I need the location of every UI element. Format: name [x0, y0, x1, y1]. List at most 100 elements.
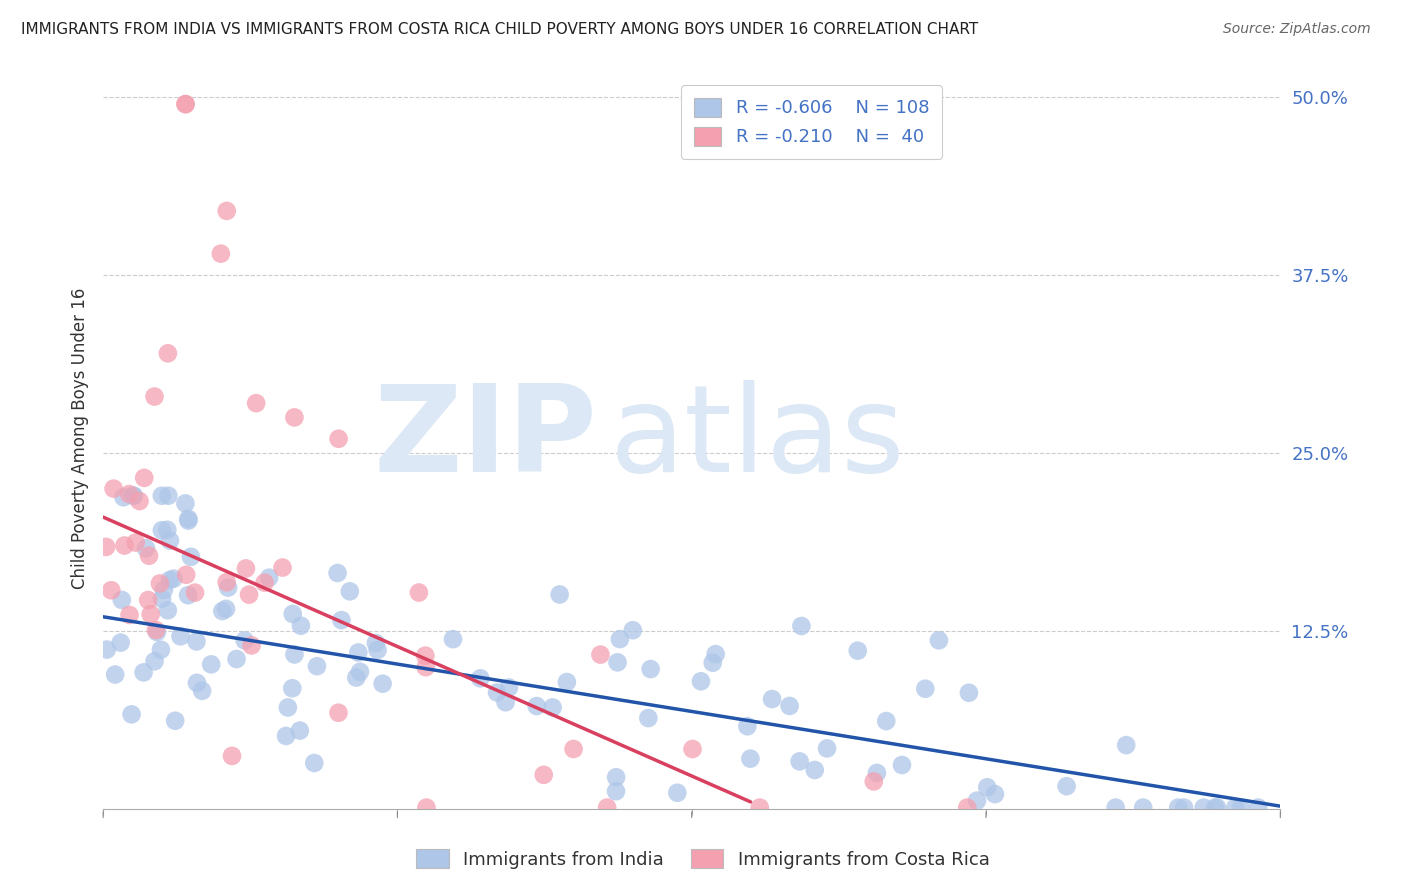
Point [1230, 800, 1253, 814]
Point [866, 765, 889, 780]
Point [283, 410, 305, 425]
Point [347, 645, 370, 659]
Point [146, 624, 169, 639]
Point [1056, 779, 1078, 793]
Point [637, 711, 659, 725]
Point [274, 729, 297, 743]
Point [215, 203, 238, 218]
Point [609, 632, 631, 646]
Point [271, 560, 294, 574]
Point [928, 633, 950, 648]
Point [233, 633, 256, 648]
Point [118, 487, 141, 501]
Point [240, 639, 263, 653]
Point [748, 800, 770, 814]
Point [790, 619, 813, 633]
Point [186, 675, 208, 690]
Point [495, 695, 517, 709]
Point [165, 714, 187, 728]
Point [217, 581, 239, 595]
Point [339, 584, 361, 599]
Point [136, 593, 159, 607]
Point [221, 748, 243, 763]
Point [966, 794, 988, 808]
Point [606, 656, 628, 670]
Point [555, 675, 578, 690]
Text: Source: ZipAtlas.com: Source: ZipAtlas.com [1223, 22, 1371, 37]
Point [740, 751, 762, 765]
Point [1192, 800, 1215, 814]
Point [408, 585, 430, 599]
Point [186, 634, 208, 648]
Point [153, 582, 176, 597]
Point [1167, 800, 1189, 814]
Point [180, 549, 202, 564]
Point [1204, 800, 1226, 814]
Point [1105, 800, 1128, 814]
Point [702, 656, 724, 670]
Point [253, 575, 276, 590]
Point [305, 659, 328, 673]
Point [1173, 800, 1195, 814]
Point [415, 660, 437, 674]
Point [330, 613, 353, 627]
Point [498, 681, 520, 695]
Point [128, 494, 150, 508]
Point [344, 671, 367, 685]
Point [690, 674, 713, 689]
Point [111, 593, 134, 607]
Point [441, 632, 464, 647]
Point [122, 489, 145, 503]
Point [290, 619, 312, 633]
Point [104, 667, 127, 681]
Text: ZIP: ZIP [374, 380, 598, 497]
Point [803, 763, 825, 777]
Point [100, 583, 122, 598]
Point [174, 97, 197, 112]
Point [215, 575, 238, 590]
Point [159, 573, 181, 587]
Point [1206, 800, 1229, 814]
Point [415, 648, 437, 663]
Point [1247, 800, 1270, 814]
Point [132, 665, 155, 680]
Point [541, 700, 564, 714]
Point [143, 390, 166, 404]
Point [122, 489, 145, 503]
Point [737, 719, 759, 733]
Point [789, 755, 811, 769]
Point [281, 607, 304, 621]
Legend: R = -0.606    N = 108, R = -0.210    N =  40: R = -0.606 N = 108, R = -0.210 N = 40 [682, 85, 942, 159]
Point [191, 683, 214, 698]
Point [328, 706, 350, 720]
Point [177, 514, 200, 528]
Point [134, 471, 156, 485]
Point [225, 652, 247, 666]
Point [114, 539, 136, 553]
Point [200, 657, 222, 672]
Point [364, 636, 387, 650]
Point [235, 561, 257, 575]
Point [277, 700, 299, 714]
Point [209, 246, 232, 260]
Point [704, 647, 727, 661]
Point [174, 567, 197, 582]
Point [96, 642, 118, 657]
Point [139, 607, 162, 622]
Point [1132, 800, 1154, 814]
Point [159, 533, 181, 548]
Point [283, 648, 305, 662]
Point [110, 635, 132, 649]
Point [157, 489, 180, 503]
Point [143, 654, 166, 668]
Point [562, 742, 585, 756]
Point [211, 604, 233, 618]
Point [156, 603, 179, 617]
Point [548, 587, 571, 601]
Point [605, 784, 627, 798]
Point [94, 540, 117, 554]
Point [589, 648, 612, 662]
Point [666, 786, 689, 800]
Point [177, 588, 200, 602]
Point [976, 780, 998, 795]
